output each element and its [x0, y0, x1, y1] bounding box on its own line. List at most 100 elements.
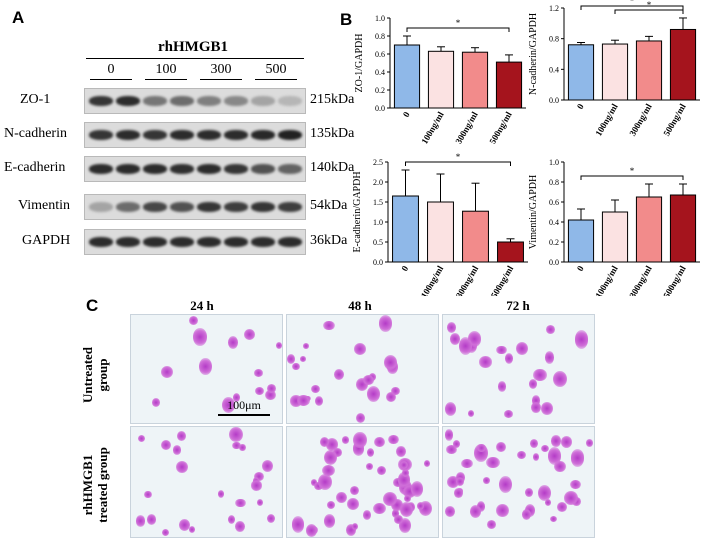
stained-cell: [550, 516, 558, 523]
blot-band: [278, 130, 302, 140]
group-label-line: group: [95, 358, 110, 392]
blot-band: [89, 202, 113, 212]
blot-band: [278, 164, 302, 174]
significance-star: *: [456, 152, 461, 162]
stained-cell: [496, 345, 507, 355]
stained-cell: [176, 431, 186, 442]
stained-cell: [323, 320, 335, 331]
stained-cell: [522, 509, 532, 521]
y-tick-label: 0.0: [375, 104, 385, 113]
stained-cell: [531, 394, 541, 406]
stained-cell: [326, 501, 335, 509]
blot-band: [251, 202, 275, 212]
significance-bracket: [405, 161, 511, 166]
stained-cell: [199, 357, 212, 375]
y-tick-label: 1.2: [549, 4, 559, 13]
stained-cell: [533, 368, 547, 381]
blot-band: [197, 237, 221, 247]
stained-cell: [256, 498, 263, 507]
stained-cell: [146, 514, 156, 525]
blot-label-vimentin: Vimentin: [18, 198, 71, 213]
blot-label-zo1: ZO-1: [20, 92, 51, 107]
kda-label: 140kDa: [310, 160, 355, 175]
stained-cell: [447, 475, 459, 488]
stained-cell: [540, 444, 550, 453]
blot-strip-gapdh: [84, 229, 306, 255]
stained-cell: [390, 386, 400, 396]
blot-band: [197, 164, 221, 174]
scale-bar-label: 100μm: [227, 398, 261, 412]
stained-cell: [461, 459, 473, 469]
stained-cell: [545, 498, 552, 507]
blot-band: [170, 237, 194, 247]
dose-label: 300: [210, 62, 232, 77]
panel-a-letter: A: [12, 8, 25, 27]
stained-cell: [551, 435, 561, 447]
stained-cell: [504, 352, 513, 364]
stained-cell: [477, 443, 487, 453]
blot-band: [170, 130, 194, 140]
y-axis-label: N-cadherin/GAPDH: [528, 13, 539, 95]
stained-cell: [353, 431, 367, 449]
stained-cell: [334, 369, 345, 381]
blot-label-ecadherin: E-cadherin: [4, 160, 66, 175]
stained-cell: [388, 435, 399, 445]
y-tick-label: 2.0: [373, 178, 383, 187]
blot-band: [116, 164, 140, 174]
x-tick-label: 500ng/ml: [661, 102, 688, 138]
blot-band: [116, 130, 140, 140]
blot-band: [116, 237, 140, 247]
kda-label: 215kDa: [310, 92, 355, 107]
stained-cell: [261, 460, 273, 473]
stained-cell: [161, 529, 169, 537]
stained-cell: [503, 410, 513, 418]
x-tick-label: 0: [401, 110, 412, 119]
stained-cell: [458, 336, 473, 356]
stained-cell: [470, 505, 482, 519]
stained-cell: [235, 498, 246, 508]
x-tick-label: 500ng/ml: [661, 264, 688, 296]
bar-chart-ecadherin: 0.0 0.5 1.0 1.5 2.0 2.5 E-cadherin/GAPDH 0 100ng…: [352, 152, 528, 296]
stained-cell: [486, 457, 500, 469]
stained-cell: [302, 342, 310, 349]
bar: [427, 201, 454, 263]
stained-cell: [332, 447, 343, 457]
stained-cell: [324, 513, 335, 528]
stained-cell: [537, 484, 551, 501]
stained-cell: [423, 459, 431, 468]
significance-star: *: [630, 166, 635, 176]
stained-cell: [398, 472, 410, 488]
stained-cell: [188, 316, 199, 326]
stained-cell: [391, 509, 399, 518]
stained-cell: [266, 384, 276, 393]
bar: [427, 50, 455, 109]
stained-cell: [374, 436, 385, 447]
stained-cell: [232, 392, 240, 403]
stained-cell: [515, 341, 528, 355]
kda-label: 135kDa: [310, 126, 355, 141]
micrograph-untreated-72h: [442, 314, 595, 424]
stained-cell: [275, 341, 282, 349]
bar: [495, 61, 523, 109]
stained-cell: [456, 477, 465, 487]
blot-band: [170, 202, 194, 212]
stained-cell: [290, 395, 302, 407]
stained-cell: [516, 451, 526, 459]
blot-band: [89, 164, 113, 174]
stained-cell: [352, 441, 365, 456]
bar: [635, 196, 663, 263]
significance-bracket: [580, 5, 684, 10]
bar: [567, 219, 595, 263]
x-tick-label: 300ng/ml: [627, 102, 654, 138]
stained-cell: [254, 472, 265, 482]
stained-cell: [323, 449, 338, 465]
significance-bracket: [614, 9, 684, 14]
x-tick-label: 500ng/ml: [487, 110, 514, 144]
bar-chart-zo1: 0.0 0.2 0.4 0.6 0.8 1.0 ZO-1/GAPDH 0 100ng/ml 300…: [354, 14, 526, 144]
micrograph-treated-72h: [442, 426, 595, 538]
stained-cell: [411, 480, 424, 497]
stained-cell: [362, 375, 374, 385]
micrograph-treated-48h: [286, 426, 439, 538]
stained-cell: [396, 445, 406, 458]
blot-strip-ncadherin: [84, 122, 306, 148]
